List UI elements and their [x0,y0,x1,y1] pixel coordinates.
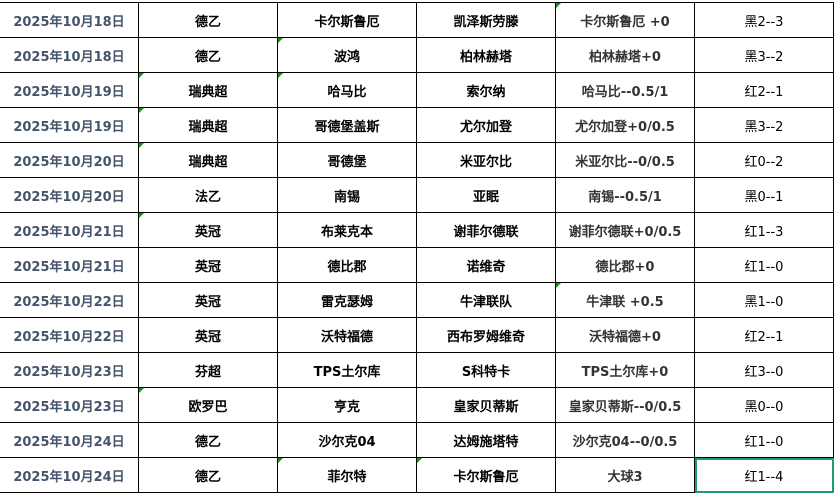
handicap-cell[interactable]: 大球3 [555,457,695,493]
away-team-cell[interactable]: 尤尔加登 [416,107,556,143]
result-cell[interactable]: 红3--0 [694,352,834,388]
table-row: 2025年10月20日 瑞典超 哥德堡 米亚尔比 米亚尔比--0/0.5 红0--2 [0,142,834,178]
home-team-cell[interactable]: 沃特福德 [277,317,417,353]
date-cell[interactable]: 2025年10月21日 [0,212,139,248]
date-cell[interactable]: 2025年10月22日 [0,282,139,318]
home-team-cell[interactable]: 菲尔特 [277,457,417,493]
result-cell[interactable]: 红1--4 [694,457,834,493]
home-team-cell[interactable]: 哥德堡盖斯 [277,107,417,143]
home-team-cell[interactable]: 沙尔克04 [277,422,417,458]
table-row: 2025年10月21日 英冠 布莱克本 谢菲尔德联 谢菲尔德联+0/0.5 红1--3 [0,212,834,248]
away-team-cell[interactable]: 牛津联队 [416,282,556,318]
away-team-cell[interactable]: 皇家贝蒂斯 [416,387,556,423]
table-row: 2025年10月18日 德乙 波鸿 柏林赫塔 柏林赫塔+0 黑3--2 [0,37,834,73]
away-team-cell[interactable]: 谢菲尔德联 [416,212,556,248]
league-cell[interactable]: 英冠 [138,317,278,353]
away-team-cell[interactable]: S科特卡 [416,352,556,388]
handicap-cell[interactable]: 沙尔克04--0/0.5 [555,422,695,458]
date-cell[interactable]: 2025年10月19日 [0,107,139,143]
table-row: 2025年10月18日 德乙 卡尔斯鲁厄 凯泽斯劳滕 卡尔斯鲁厄 +0 黑2--3 [0,2,834,38]
away-team-cell[interactable]: 亚眠 [416,177,556,213]
league-cell[interactable]: 瑞典超 [138,72,278,108]
league-cell[interactable]: 英冠 [138,212,278,248]
table-row: 2025年10月19日 瑞典超 哥德堡盖斯 尤尔加登 尤尔加登+0/0.5 黑3--2 [0,107,834,143]
table-row: 2025年10月20日 法乙 南锡 亚眠 南锡--0.5/1 黑0--1 [0,177,834,213]
handicap-cell[interactable]: 卡尔斯鲁厄 +0 [555,2,695,38]
away-team-cell[interactable]: 柏林赫塔 [416,37,556,73]
handicap-cell[interactable]: 皇家贝蒂斯--0/0.5 [555,387,695,423]
table-row: 2025年10月23日 芬超 TPS土尔库 S科特卡 TPS土尔库+0 红3--0 [0,352,834,388]
handicap-cell[interactable]: 哈马比--0.5/1 [555,72,695,108]
table-row: 2025年10月24日 德乙 沙尔克04 达姆施塔特 沙尔克04--0/0.5 红1--0 [0,422,834,458]
league-cell[interactable]: 芬超 [138,352,278,388]
result-cell[interactable]: 黑2--3 [694,2,834,38]
league-cell[interactable]: 德乙 [138,457,278,493]
league-cell[interactable]: 德乙 [138,2,278,38]
date-cell[interactable]: 2025年10月24日 [0,422,139,458]
home-team-cell[interactable]: 布莱克本 [277,212,417,248]
table-row: 2025年10月24日 德乙 菲尔特 卡尔斯鲁厄 大球3 红1--4 [0,457,834,493]
result-cell[interactable]: 黑0--1 [694,177,834,213]
result-cell[interactable]: 黑3--2 [694,37,834,73]
home-team-cell[interactable]: 哥德堡 [277,142,417,178]
date-cell[interactable]: 2025年10月18日 [0,2,139,38]
league-cell[interactable]: 瑞典超 [138,107,278,143]
league-cell[interactable]: 英冠 [138,247,278,283]
home-team-cell[interactable]: 雷克瑟姆 [277,282,417,318]
table-row: 2025年10月23日 欧罗巴 亨克 皇家贝蒂斯 皇家贝蒂斯--0/0.5 黑0--0 [0,387,834,423]
date-cell[interactable]: 2025年10月21日 [0,247,139,283]
result-cell[interactable]: 红1--0 [694,247,834,283]
home-team-cell[interactable]: 亨克 [277,387,417,423]
table-row: 2025年10月22日 英冠 雷克瑟姆 牛津联队 牛津联 +0.5 黑1--0 [0,282,834,318]
handicap-cell[interactable]: TPS土尔库+0 [555,352,695,388]
result-cell[interactable]: 黑0--0 [694,387,834,423]
handicap-cell[interactable]: 南锡--0.5/1 [555,177,695,213]
away-team-cell[interactable]: 西布罗姆维奇 [416,317,556,353]
league-cell[interactable]: 德乙 [138,422,278,458]
table-row: 2025年10月21日 英冠 德比郡 诺维奇 德比郡+0 红1--0 [0,247,834,283]
league-cell[interactable]: 瑞典超 [138,142,278,178]
result-cell[interactable]: 红1--0 [694,422,834,458]
table-row: 2025年10月19日 瑞典超 哈马比 索尔纳 哈马比--0.5/1 红2--1 [0,72,834,108]
home-team-cell[interactable]: 卡尔斯鲁厄 [277,2,417,38]
handicap-cell[interactable]: 米亚尔比--0/0.5 [555,142,695,178]
home-team-cell[interactable]: 德比郡 [277,247,417,283]
league-cell[interactable]: 英冠 [138,282,278,318]
away-team-cell[interactable]: 达姆施塔特 [416,422,556,458]
table-row: 2025年10月22日 英冠 沃特福德 西布罗姆维奇 沃特福德+0 红2--1 [0,317,834,353]
date-cell[interactable]: 2025年10月20日 [0,177,139,213]
date-cell[interactable]: 2025年10月23日 [0,352,139,388]
away-team-cell[interactable]: 诺维奇 [416,247,556,283]
result-cell[interactable]: 红2--1 [694,317,834,353]
handicap-cell[interactable]: 牛津联 +0.5 [555,282,695,318]
date-cell[interactable]: 2025年10月20日 [0,142,139,178]
result-cell[interactable]: 黑3--2 [694,107,834,143]
home-team-cell[interactable]: 波鸿 [277,37,417,73]
handicap-cell[interactable]: 德比郡+0 [555,247,695,283]
home-team-cell[interactable]: 哈马比 [277,72,417,108]
handicap-cell[interactable]: 谢菲尔德联+0/0.5 [555,212,695,248]
handicap-cell[interactable]: 尤尔加登+0/0.5 [555,107,695,143]
league-cell[interactable]: 德乙 [138,37,278,73]
date-cell[interactable]: 2025年10月18日 [0,37,139,73]
date-cell[interactable]: 2025年10月24日 [0,457,139,493]
handicap-cell[interactable]: 柏林赫塔+0 [555,37,695,73]
result-cell[interactable]: 红2--1 [694,72,834,108]
home-team-cell[interactable]: 南锡 [277,177,417,213]
away-team-cell[interactable]: 米亚尔比 [416,142,556,178]
home-team-cell[interactable]: TPS土尔库 [277,352,417,388]
away-team-cell[interactable]: 凯泽斯劳滕 [416,2,556,38]
result-cell[interactable]: 黑1--0 [694,282,834,318]
date-cell[interactable]: 2025年10月22日 [0,317,139,353]
league-cell[interactable]: 法乙 [138,177,278,213]
result-cell[interactable]: 红0--2 [694,142,834,178]
result-cell[interactable]: 红1--3 [694,212,834,248]
away-team-cell[interactable]: 索尔纳 [416,72,556,108]
away-team-cell[interactable]: 卡尔斯鲁厄 [416,457,556,493]
handicap-cell[interactable]: 沃特福德+0 [555,317,695,353]
league-cell[interactable]: 欧罗巴 [138,387,278,423]
date-cell[interactable]: 2025年10月19日 [0,72,139,108]
date-cell[interactable]: 2025年10月23日 [0,387,139,423]
